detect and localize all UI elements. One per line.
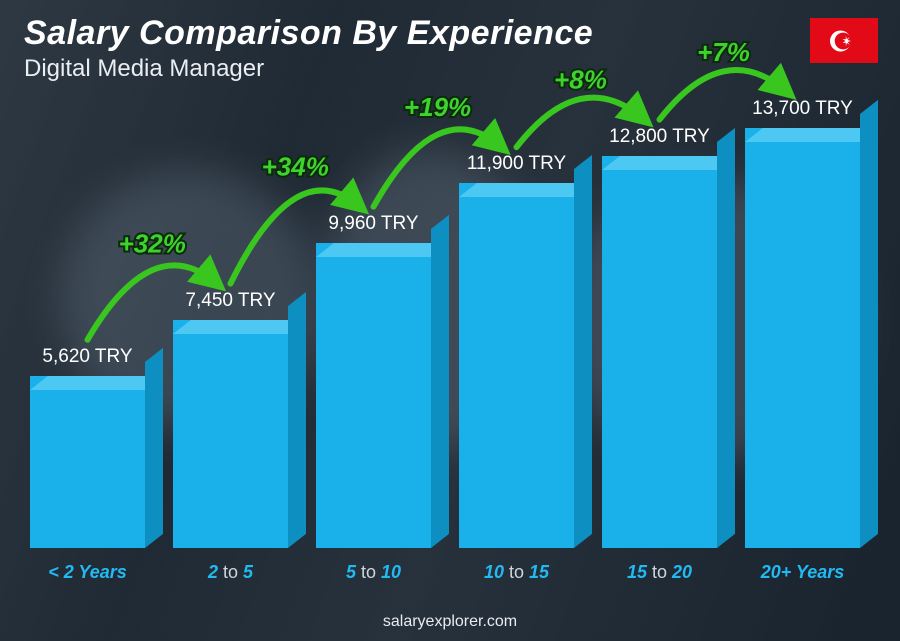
bar <box>316 243 431 548</box>
x-axis-label: 10 to 15 <box>484 562 549 583</box>
x-axis-label: 15 to 20 <box>627 562 692 583</box>
x-axis-label: 5 to 10 <box>346 562 401 583</box>
header: Salary Comparison By Experience Digital … <box>24 14 593 83</box>
x-axis-label: < 2 Years <box>48 562 127 583</box>
page-title: Salary Comparison By Experience <box>24 14 593 53</box>
bar-value-label: 11,900 TRY <box>467 153 566 175</box>
bar-value-label: 9,960 TRY <box>328 213 418 235</box>
bar-group: 7,450 TRY 2 to 5 <box>173 290 288 583</box>
bar <box>459 183 574 548</box>
x-axis-label: 20+ Years <box>761 562 845 583</box>
bar-group: 5,620 TRY < 2 Years <box>30 346 145 583</box>
footer-attribution: salaryexplorer.com <box>0 613 900 631</box>
page-subtitle: Digital Media Manager <box>24 55 593 83</box>
bar-group: 11,900 TRY 10 to 15 <box>459 153 574 583</box>
bar <box>173 320 288 548</box>
bar <box>745 128 860 548</box>
turkey-flag-icon <box>810 18 878 63</box>
bar-group: 12,800 TRY 15 to 20 <box>602 126 717 583</box>
bar-value-label: 7,450 TRY <box>185 290 275 312</box>
bar-value-label: 5,620 TRY <box>42 346 132 368</box>
x-axis-label: 2 to 5 <box>208 562 253 583</box>
bar <box>602 156 717 548</box>
bar-chart: 5,620 TRY < 2 Years 7,450 TRY 2 to 5 9,960 T… <box>30 113 860 583</box>
bar-group: 13,700 TRY 20+ Years <box>745 98 860 583</box>
bar-value-label: 12,800 TRY <box>609 126 710 148</box>
bar-value-label: 13,700 TRY <box>752 98 853 120</box>
bar <box>30 376 145 548</box>
bar-group: 9,960 TRY 5 to 10 <box>316 213 431 583</box>
